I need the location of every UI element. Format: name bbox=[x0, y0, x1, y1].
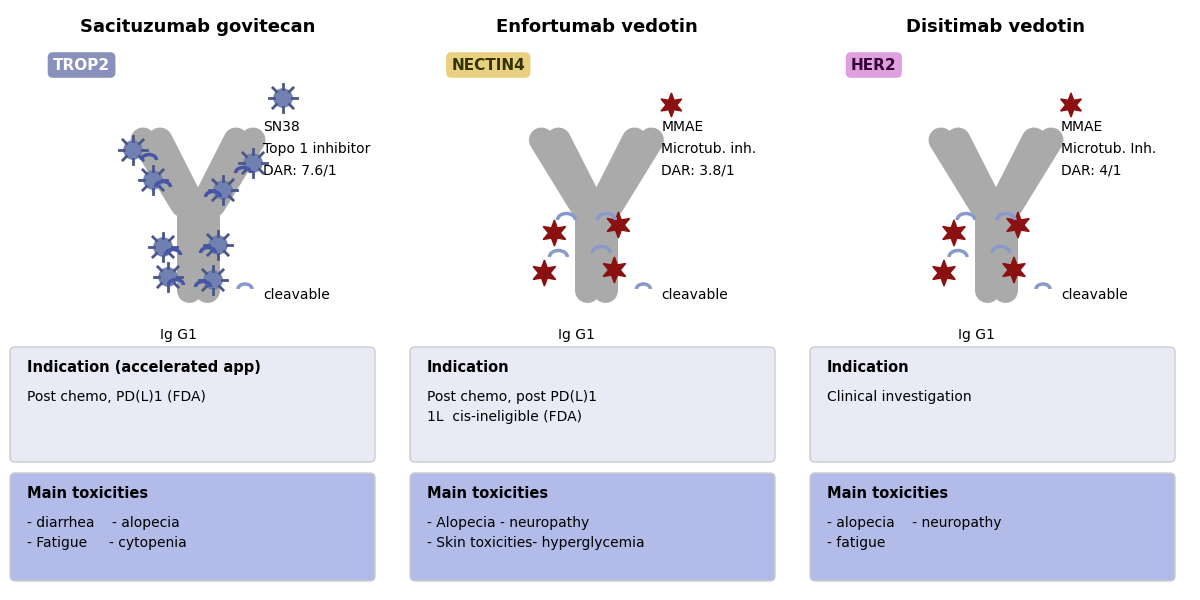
FancyBboxPatch shape bbox=[410, 347, 775, 462]
Circle shape bbox=[124, 141, 142, 159]
Polygon shape bbox=[661, 93, 682, 117]
Text: Indication: Indication bbox=[427, 360, 510, 375]
Text: cleavable: cleavable bbox=[263, 288, 330, 302]
FancyBboxPatch shape bbox=[10, 347, 374, 462]
Circle shape bbox=[204, 271, 222, 289]
Polygon shape bbox=[943, 220, 965, 246]
Polygon shape bbox=[1061, 93, 1081, 117]
Circle shape bbox=[154, 238, 172, 256]
Polygon shape bbox=[544, 220, 565, 246]
Polygon shape bbox=[533, 260, 556, 286]
FancyBboxPatch shape bbox=[810, 347, 1175, 462]
Circle shape bbox=[274, 89, 292, 107]
Polygon shape bbox=[932, 260, 955, 286]
Text: Main toxicities: Main toxicities bbox=[427, 486, 548, 501]
Text: Ig G1: Ig G1 bbox=[958, 328, 995, 342]
Text: - Alopecia - neuropathy
- Skin toxicities- hyperglycemia: - Alopecia - neuropathy - Skin toxicitie… bbox=[427, 516, 644, 550]
Text: Enfortumab vedotin: Enfortumab vedotin bbox=[496, 18, 697, 36]
Text: Indication (accelerated app): Indication (accelerated app) bbox=[28, 360, 260, 375]
Circle shape bbox=[214, 181, 232, 199]
Text: MMAE
Microtub. Inh.
DAR: 4/1: MMAE Microtub. Inh. DAR: 4/1 bbox=[1061, 120, 1157, 178]
Text: NECTIN4: NECTIN4 bbox=[451, 58, 526, 73]
Polygon shape bbox=[607, 212, 630, 238]
Text: Post chemo, PD(L)1 (FDA): Post chemo, PD(L)1 (FDA) bbox=[28, 390, 206, 404]
Text: Indication: Indication bbox=[827, 360, 910, 375]
FancyBboxPatch shape bbox=[10, 473, 374, 581]
Text: HER2: HER2 bbox=[851, 58, 896, 73]
Text: Sacituzumab govitecan: Sacituzumab govitecan bbox=[80, 18, 316, 36]
Text: Disitimab vedotin: Disitimab vedotin bbox=[906, 18, 1086, 36]
Polygon shape bbox=[604, 257, 625, 283]
Text: TROP2: TROP2 bbox=[53, 58, 110, 73]
Text: Clinical investigation: Clinical investigation bbox=[827, 390, 972, 404]
Text: Main toxicities: Main toxicities bbox=[28, 486, 148, 501]
Circle shape bbox=[244, 154, 262, 172]
FancyBboxPatch shape bbox=[810, 473, 1175, 581]
Text: - alopecia    - neuropathy
- fatigue: - alopecia - neuropathy - fatigue bbox=[827, 516, 1002, 550]
Circle shape bbox=[158, 268, 178, 286]
Polygon shape bbox=[1003, 257, 1025, 283]
Polygon shape bbox=[1007, 212, 1030, 238]
FancyBboxPatch shape bbox=[410, 473, 775, 581]
Circle shape bbox=[209, 236, 227, 254]
Text: MMAE
Microtub. inh.
DAR: 3.8/1: MMAE Microtub. inh. DAR: 3.8/1 bbox=[661, 120, 756, 178]
Circle shape bbox=[144, 171, 162, 189]
Text: - diarrhea    - alopecia
- Fatigue     - cytopenia: - diarrhea - alopecia - Fatigue - cytope… bbox=[28, 516, 187, 550]
Text: Ig G1: Ig G1 bbox=[160, 328, 197, 342]
Text: cleavable: cleavable bbox=[661, 288, 728, 302]
Text: Ig G1: Ig G1 bbox=[558, 328, 595, 342]
Text: Main toxicities: Main toxicities bbox=[827, 486, 948, 501]
Text: Post chemo, post PD(L)1
1L  cis-ineligible (FDA): Post chemo, post PD(L)1 1L cis-ineligibl… bbox=[427, 390, 598, 424]
Text: SN38
Topo 1 inhibitor
DAR: 7.6/1: SN38 Topo 1 inhibitor DAR: 7.6/1 bbox=[263, 120, 371, 178]
Text: cleavable: cleavable bbox=[1061, 288, 1128, 302]
